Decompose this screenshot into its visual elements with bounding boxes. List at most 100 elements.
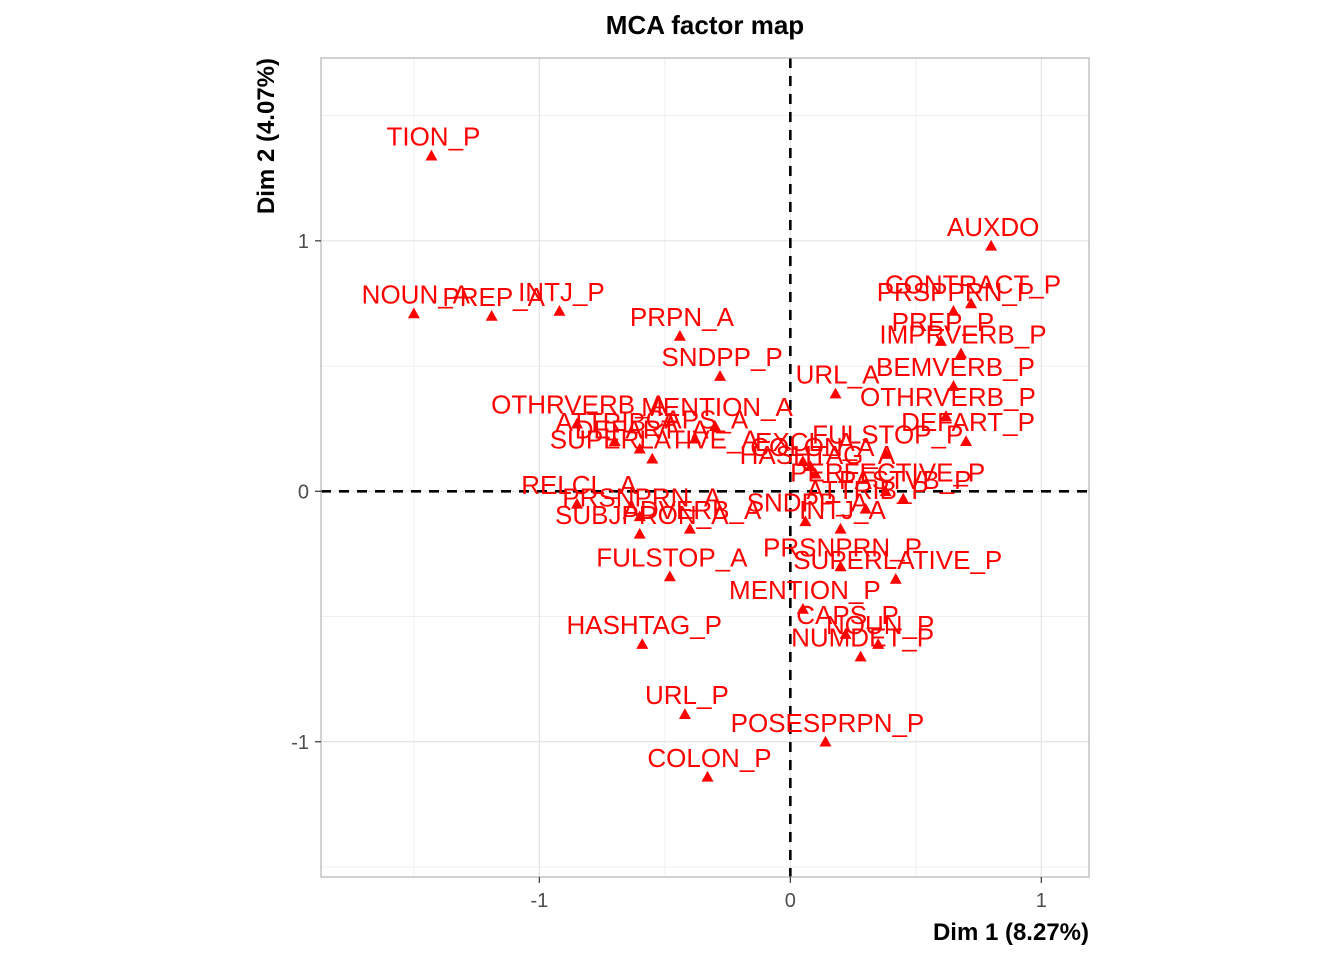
data-point-label: RELCL_A	[521, 470, 637, 500]
data-point-label: ATTRIB_P	[806, 475, 928, 505]
data-point-marker	[701, 770, 714, 782]
minor-gridlines	[321, 58, 1089, 877]
data-point-label: COLON_A	[750, 432, 875, 462]
data-point-label: NOUN_A	[362, 279, 471, 309]
data-point-marker	[955, 347, 967, 359]
data-point-marker	[965, 297, 978, 309]
y-axis-title: Dim 2 (4.07%)	[253, 58, 280, 214]
data-point-label: URL_P	[645, 680, 729, 710]
data-point-label: POSESPRPN_P	[731, 708, 925, 738]
data-point-label: DEFART_A	[575, 415, 710, 445]
data-point-marker	[688, 432, 701, 444]
data-point-label: PASTVB_P	[839, 465, 971, 495]
data-point-marker	[879, 485, 892, 497]
data-point-label: PERFECTIVE_P	[790, 457, 985, 487]
data-point-marker	[889, 572, 902, 584]
data-point-label: PRSPPRN_P	[877, 277, 1035, 307]
data-point-label: BEMVERB_P	[876, 352, 1035, 382]
data-point-marker	[608, 435, 621, 447]
data-point-label: TION_P	[386, 122, 480, 152]
data-point-label: CAPS_A	[646, 405, 749, 435]
data-point-marker	[485, 309, 498, 321]
data-points	[407, 149, 998, 782]
x-tick-label: 1	[1036, 890, 1047, 912]
data-point-marker	[859, 502, 872, 514]
data-point-marker	[636, 638, 649, 649]
panel-border	[320, 57, 1090, 878]
data-point-label: OTHRVERB_A	[491, 390, 667, 420]
data-point-label: DEFART_P	[901, 407, 1035, 437]
data-point-marker	[939, 410, 952, 421]
data-point-label: HASHTAG_P	[566, 610, 722, 640]
data-point-label: IMPRVERB_P	[879, 320, 1046, 350]
data-point-marker	[425, 149, 438, 161]
data-point-label: INTJ_A	[799, 495, 886, 525]
data-point-label: HASHTAG_A	[740, 440, 896, 470]
data-point-label: MENTION_A	[641, 392, 793, 422]
data-point-marker	[683, 522, 696, 534]
data-point-label: FULSTOP_P	[812, 420, 963, 450]
chart-title: MCA factor map	[606, 10, 804, 40]
x-axis-title: Dim 1 (8.27%)	[933, 919, 1089, 946]
data-point-label: PREP_P	[892, 307, 995, 337]
data-point-marker	[839, 628, 852, 639]
data-point-label: NOUN_P	[826, 610, 934, 640]
x-axis-ticks: -1 0 1	[530, 877, 1047, 912]
data-point-marker	[879, 447, 892, 459]
data-point-marker	[829, 387, 842, 399]
data-point-label: ADVERB_A	[623, 495, 762, 525]
data-point-label: PRPN_A	[630, 302, 735, 332]
y-tick-label: 0	[298, 481, 309, 503]
data-point-label: SNDPP_P	[661, 342, 782, 372]
data-point-marker	[553, 304, 566, 316]
data-point-label: SUBJPRON_A	[555, 500, 729, 530]
data-point-marker	[633, 527, 646, 539]
data-point-label: COLON_P	[647, 743, 771, 773]
data-point-marker	[407, 307, 420, 319]
data-point-marker	[834, 522, 847, 534]
data-point-marker	[663, 570, 676, 582]
data-point-marker	[709, 420, 722, 431]
data-point-marker	[819, 735, 832, 747]
x-tick-label: -1	[530, 890, 548, 912]
data-point-label: CAPS_P	[796, 600, 899, 630]
data-point-label: ATTRIB_A	[555, 407, 678, 437]
reference-lines	[321, 58, 1089, 877]
data-point-marker	[796, 603, 809, 614]
data-point-label: PRSNPRN_P	[763, 532, 922, 562]
data-point-label: AUXDO	[947, 212, 1039, 242]
data-point-marker	[960, 435, 973, 447]
y-tick-label: -1	[291, 732, 309, 754]
data-point-marker	[714, 370, 727, 381]
data-point-marker	[646, 452, 659, 464]
data-point-label: EXCL_A	[755, 427, 855, 457]
data-point-marker	[872, 638, 885, 649]
data-point-label: PRSNPRN_A	[562, 482, 722, 512]
data-point-label: MENTION_P	[729, 575, 881, 605]
data-point-label: SNDPP_A	[747, 487, 869, 517]
data-point-marker	[678, 708, 691, 720]
data-point-label: OTHRVERB_P	[860, 382, 1036, 412]
data-point-marker	[934, 335, 947, 346]
data-point-marker	[571, 417, 583, 429]
data-point-marker	[854, 650, 867, 662]
data-point-marker	[633, 442, 646, 454]
data-point-marker	[673, 330, 686, 341]
data-point-marker	[985, 239, 998, 251]
data-point-marker	[947, 304, 960, 316]
data-point-label: SUPERLATIVE_A	[550, 425, 760, 455]
data-point-label: NUMDET_P	[791, 623, 934, 653]
data-point-label: CONTRACT_P	[885, 269, 1061, 299]
data-point-marker	[804, 460, 817, 472]
data-point-label: PREP_A	[442, 282, 545, 312]
data-point-label: FULSTOP_A	[596, 542, 748, 572]
data-point-marker	[796, 455, 809, 467]
data-point-marker	[799, 515, 812, 527]
data-point-marker	[897, 492, 910, 504]
x-tick-label: 0	[785, 890, 796, 912]
y-tick-label: 1	[298, 231, 309, 253]
data-point-marker	[633, 510, 646, 522]
